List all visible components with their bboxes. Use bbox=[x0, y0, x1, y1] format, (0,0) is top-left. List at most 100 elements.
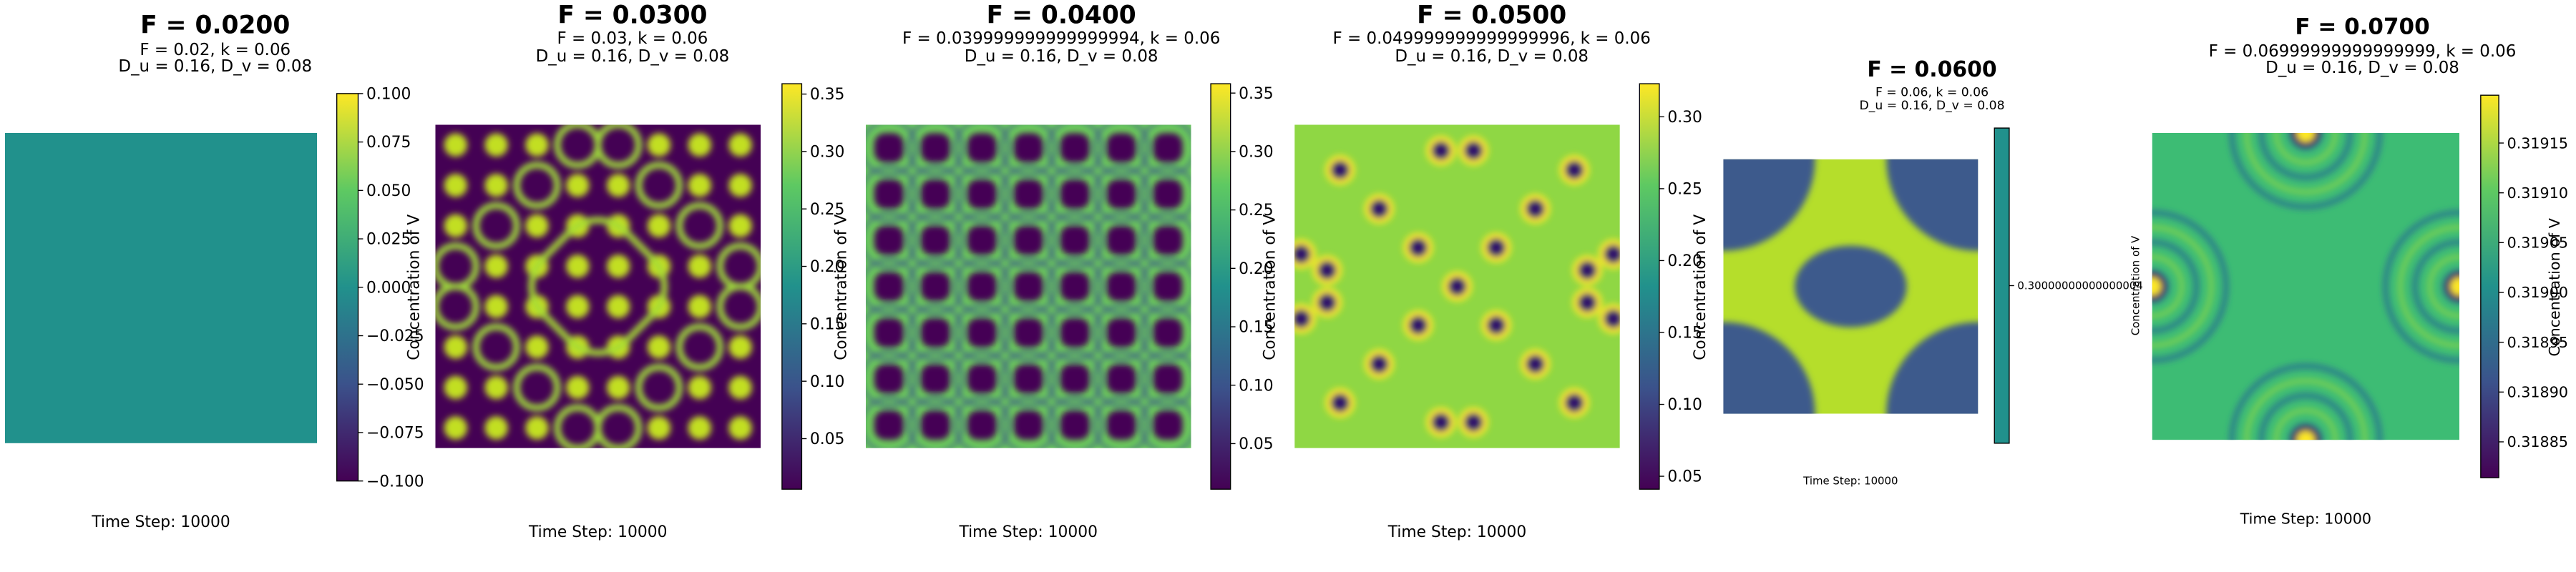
colorbar-tick-label: 0.30 bbox=[810, 144, 845, 162]
colorbar-tick-label: 0.31895 bbox=[2507, 334, 2568, 351]
spot bbox=[484, 255, 508, 278]
blob bbox=[1060, 179, 1090, 209]
blob bbox=[920, 364, 951, 394]
ring bbox=[2273, 408, 2338, 440]
colorbar-tick-label: 0.20 bbox=[1239, 260, 1274, 278]
colorbar-tick-label: 0.30 bbox=[1239, 144, 1274, 162]
spot bbox=[1463, 141, 1483, 161]
spot bbox=[688, 255, 712, 278]
ring bbox=[865, 258, 918, 315]
blob bbox=[1060, 317, 1090, 347]
x-axis-label: Time Step: 10000 bbox=[958, 523, 1098, 541]
blob bbox=[874, 317, 904, 347]
panel-subtitle: F = 0.06999999999999999, k = 0.06 bbox=[2209, 42, 2517, 61]
ring bbox=[1046, 124, 1103, 177]
ring bbox=[1046, 258, 1103, 315]
blob bbox=[1060, 225, 1090, 255]
ring bbox=[2412, 240, 2459, 334]
region bbox=[1723, 159, 1815, 251]
blob bbox=[874, 364, 904, 394]
ring bbox=[907, 350, 964, 408]
ring bbox=[1093, 165, 1150, 223]
stripe bbox=[472, 323, 520, 371]
blob bbox=[920, 179, 951, 209]
ring bbox=[953, 124, 1010, 177]
ring bbox=[1000, 304, 1057, 361]
spot bbox=[728, 375, 752, 400]
colorbar-tick-label: 0.20 bbox=[810, 258, 845, 276]
blob bbox=[1060, 410, 1090, 440]
ring bbox=[865, 396, 918, 448]
ring bbox=[2441, 269, 2459, 304]
blob bbox=[1013, 225, 1043, 255]
pattern bbox=[2152, 132, 2459, 440]
ring bbox=[865, 124, 918, 177]
stripe bbox=[595, 404, 643, 448]
heatmap bbox=[1723, 159, 1979, 414]
spot bbox=[1486, 315, 1506, 335]
blob bbox=[874, 272, 904, 302]
heatmap bbox=[2152, 132, 2459, 440]
spot bbox=[728, 214, 752, 238]
colorbar-tick-label: 0.31905 bbox=[2507, 235, 2568, 252]
ring bbox=[1139, 165, 1191, 223]
x-axis-label: Time Step: 10000 bbox=[528, 523, 668, 541]
spot bbox=[444, 335, 468, 359]
panel-subtitle: F = 0.02, k = 0.06 bbox=[140, 41, 291, 59]
colorbar-label: Concentration of V bbox=[405, 214, 423, 360]
spot bbox=[444, 375, 468, 400]
spot bbox=[444, 133, 468, 157]
colorbar-tick-label: 0.31890 bbox=[2507, 384, 2568, 401]
ring bbox=[1139, 304, 1191, 361]
colorbar-tick-label: −0.075 bbox=[366, 425, 424, 443]
heatmap bbox=[1294, 124, 1620, 448]
ring bbox=[2288, 132, 2323, 151]
blob bbox=[1106, 317, 1136, 347]
x-axis-label: Time Step: 10000 bbox=[2240, 510, 2371, 527]
region bbox=[1886, 322, 1979, 414]
colorbar-label: Concentration of V bbox=[1692, 214, 1709, 360]
colorbar-tick-label: 0.15 bbox=[1239, 319, 1274, 337]
blob bbox=[1013, 272, 1043, 302]
blob bbox=[920, 272, 951, 302]
x-axis-label: Time Step: 10000 bbox=[1387, 523, 1527, 541]
spot bbox=[1317, 260, 1337, 280]
spot bbox=[566, 295, 590, 319]
colorbar-tick-label: 0.25 bbox=[1239, 202, 1274, 220]
colorbar bbox=[2480, 94, 2499, 478]
stripe bbox=[635, 162, 683, 209]
x-axis-label: Time Step: 10000 bbox=[1802, 474, 1898, 487]
spot bbox=[1526, 354, 1545, 374]
heatmap-image bbox=[2152, 132, 2459, 440]
blob bbox=[1106, 225, 1136, 255]
ring bbox=[1093, 304, 1150, 361]
ring bbox=[1000, 350, 1057, 408]
colorbar bbox=[1210, 83, 1231, 490]
stripe bbox=[635, 363, 683, 411]
ring bbox=[2427, 254, 2459, 319]
colorbar-tick-label: 0.025 bbox=[366, 231, 411, 249]
blob bbox=[967, 133, 997, 163]
colorbar bbox=[336, 93, 359, 482]
spot bbox=[647, 416, 671, 440]
colorbar-tick-label: −0.100 bbox=[366, 473, 424, 490]
ring bbox=[953, 258, 1010, 315]
panel-subtitle: D_u = 0.16, D_v = 0.08 bbox=[2265, 59, 2459, 77]
ring bbox=[2152, 254, 2185, 319]
blob bbox=[1013, 179, 1043, 209]
heatmap-image bbox=[4, 132, 318, 443]
spot bbox=[688, 295, 712, 319]
ring bbox=[528, 217, 668, 357]
ring bbox=[2383, 209, 2459, 363]
colorbar-tick-label: 0.31910 bbox=[2507, 184, 2568, 202]
panel-subtitle: D_u = 0.16, D_v = 0.08 bbox=[536, 47, 730, 66]
blob bbox=[874, 225, 904, 255]
ring bbox=[2244, 378, 2368, 440]
colorbar-tick-label: 0.10 bbox=[810, 373, 845, 391]
blob bbox=[1106, 364, 1136, 394]
blob bbox=[1060, 133, 1090, 163]
blob bbox=[967, 225, 997, 255]
blob bbox=[1013, 364, 1043, 394]
spot bbox=[1604, 309, 1620, 329]
